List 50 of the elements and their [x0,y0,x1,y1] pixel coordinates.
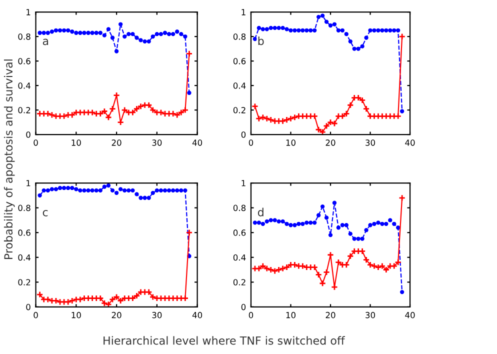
x-tick-label: 20 [112,140,122,146]
y-tick-label: 0.6 [18,58,30,64]
x-tick-label: 0 [34,140,38,146]
y-tick-label: 0 [241,132,246,138]
x-tick-label: 30 [366,140,376,146]
x-tick-label: 20 [326,312,336,318]
x-tick-label: 40 [192,312,202,318]
x-axis-title: Hierarchical level where TNF is switched off [104,336,346,345]
x-tick-label: 30 [366,312,376,318]
x-tick-label: 10 [72,312,81,318]
y-tick-label: 0.8 [18,34,30,40]
y-tick-label: 0.6 [18,230,30,236]
y-tick-label: 0 [241,304,246,310]
annotation: c [42,210,48,216]
x-tick-label: 10 [286,140,296,146]
y-tick-label: 0.4 [233,254,246,261]
y-tick-label: 1 [242,9,246,16]
annotation: a [42,38,48,46]
x-tick-label: 0 [34,312,38,318]
y-tick-label: 0.6 [233,230,246,236]
y-tick-label: 1 [242,180,246,186]
y-tick-label: 0.2 [18,279,30,286]
x-tick-label: 40 [405,312,415,318]
y-axis-title: Probability of apoptosis and survival [4,60,15,259]
y-tick-label: 0.4 [233,82,246,89]
x-tick-label: 20 [326,140,336,146]
y-tick-label: 0.8 [233,204,246,212]
y-tick-label: 1 [26,9,30,16]
y-tick-label: 0.2 [233,107,246,114]
y-tick-label: 0.4 [18,254,30,261]
x-tick-label: 30 [152,312,162,318]
x-tick-label: 40 [192,140,202,146]
y-tick-label: 0 [26,132,30,138]
y-tick-label: 0.2 [18,107,30,114]
annotation: d [258,208,264,216]
y-tick-label: 0.8 [18,204,30,212]
x-tick-label: 40 [405,140,415,146]
y-tick-label: 1 [26,180,30,186]
y-tick-label: 0.6 [233,58,246,64]
y-tick-label: 0.2 [233,279,246,286]
y-tick-label: 0.4 [18,82,30,89]
annotation: b [258,36,264,46]
x-tick-label: 20 [112,312,122,318]
x-tick-label: 10 [72,140,81,146]
y-tick-label: 0 [26,304,30,310]
y-tick-label: 0.8 [233,34,246,40]
x-tick-label: 10 [286,312,296,318]
x-tick-label: 0 [248,312,254,318]
x-tick-label: 30 [152,140,162,146]
x-tick-label: 0 [248,140,254,146]
